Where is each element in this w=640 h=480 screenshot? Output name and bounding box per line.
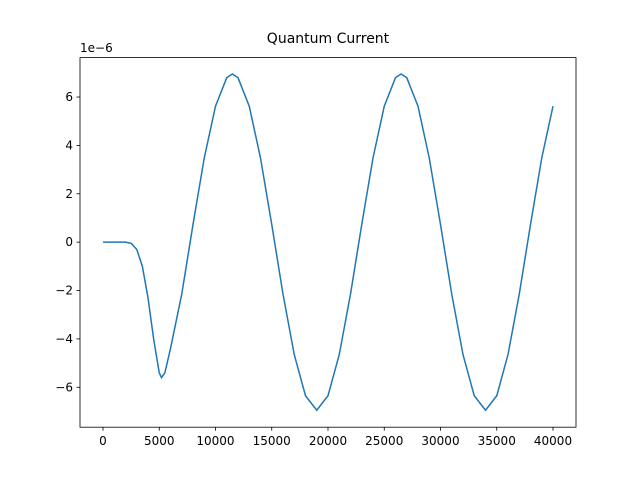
x-tick-label: 5000 [144, 434, 175, 448]
y-tick-label: −2 [55, 284, 73, 298]
y-tick-label: 4 [65, 138, 73, 152]
x-tick-label: 0 [99, 434, 107, 448]
y-tick-label: 2 [65, 187, 73, 201]
x-tick-label: 20000 [309, 434, 347, 448]
chart-title: Quantum Current [267, 31, 390, 47]
x-tick-label: 25000 [365, 434, 403, 448]
line-series [102, 73, 554, 412]
axes-frame [79, 57, 577, 428]
y-offset-label: 1e−6 [80, 41, 113, 55]
y-tick-label: 0 [65, 235, 73, 249]
x-tick-label: 30000 [421, 434, 459, 448]
y-tick-label: −6 [55, 380, 73, 394]
x-tick-label: 10000 [196, 434, 234, 448]
y-tick-label: 6 [65, 90, 73, 104]
x-tick-label: 40000 [534, 434, 572, 448]
x-tick-label: 35000 [478, 434, 516, 448]
x-tick-label: 15000 [253, 434, 291, 448]
y-tick-label: −4 [55, 332, 73, 346]
